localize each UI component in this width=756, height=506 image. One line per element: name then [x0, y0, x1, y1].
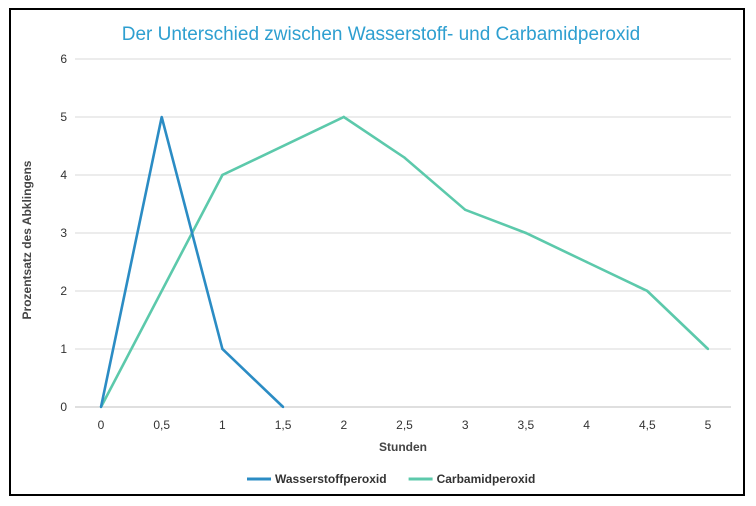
- data-point: [585, 260, 588, 264]
- y-tick-label: 4: [60, 168, 67, 182]
- y-tick-label: 5: [60, 110, 67, 124]
- series-line-carbamidperoxid: [99, 115, 709, 408]
- gridlines: [75, 58, 731, 408]
- data-point: [221, 347, 224, 351]
- data-point: [403, 156, 406, 159]
- x-tick-label: 4,5: [639, 418, 656, 432]
- x-tick-label: 1: [219, 418, 226, 432]
- legend-label: Wasserstoffperoxid: [275, 472, 387, 486]
- data-point: [706, 347, 710, 351]
- x-tick-label: 5: [705, 418, 712, 432]
- x-tick-label: 2,5: [396, 418, 413, 432]
- x-axis-ticks: 0 0,5 1 1,5 2 2,5 3 3,5 4 4,5 5: [98, 418, 712, 432]
- y-tick-label: 0: [60, 400, 67, 414]
- series-lines: [99, 115, 710, 409]
- chart: Der Unterschied zwischen Wasserstoff- un…: [20, 24, 731, 486]
- y-tick-label: 2: [60, 284, 67, 298]
- data-point: [221, 173, 224, 177]
- series-line-wasserstoffperoxid: [99, 116, 284, 408]
- y-axis-label: Prozentsatz des Abklingens: [20, 160, 34, 319]
- data-point: [464, 208, 467, 211]
- y-axis-ticks: 0 1 2 3 4 5 6: [60, 52, 67, 414]
- data-point: [342, 115, 345, 119]
- x-tick-label: 0,5: [153, 418, 170, 432]
- chart-frame: Der Unterschied zwischen Wasserstoff- un…: [9, 8, 745, 496]
- chart-title: Der Unterschied zwischen Wasserstoff- un…: [122, 24, 641, 45]
- x-tick-label: 0: [98, 418, 105, 432]
- x-axis-label: Stunden: [379, 440, 427, 454]
- legend-label: Carbamidperoxid: [437, 472, 536, 486]
- y-tick-label: 3: [60, 226, 67, 240]
- y-tick-label: 6: [60, 52, 67, 66]
- data-point: [646, 289, 649, 293]
- data-point: [281, 405, 285, 409]
- x-tick-label: 3: [462, 418, 469, 432]
- x-tick-label: 1,5: [275, 418, 292, 432]
- y-tick-label: 1: [60, 342, 67, 356]
- x-tick-label: 4: [583, 418, 590, 432]
- x-tick-label: 2: [340, 418, 347, 432]
- data-point: [524, 231, 528, 235]
- x-tick-label: 3,5: [518, 418, 535, 432]
- data-point: [160, 115, 163, 119]
- legend: Wasserstoffperoxid Carbamidperoxid: [247, 472, 535, 486]
- data-point: [99, 405, 103, 409]
